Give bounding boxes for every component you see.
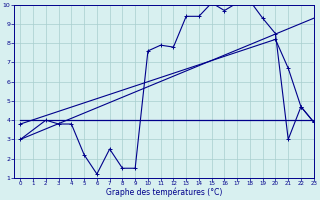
X-axis label: Graphe des températures (°C): Graphe des températures (°C)	[106, 188, 222, 197]
